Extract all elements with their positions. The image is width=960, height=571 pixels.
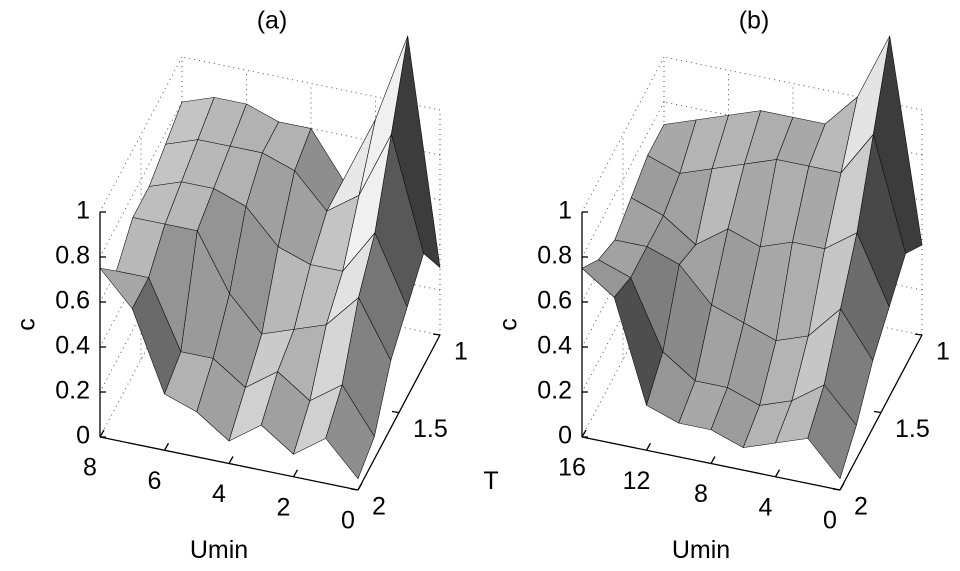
tick-mark bbox=[350, 488, 359, 491]
x-tick-label: 4 bbox=[759, 493, 773, 521]
panel-title: (a) bbox=[257, 7, 288, 35]
tick-mark bbox=[228, 456, 234, 464]
tick-mark bbox=[710, 456, 716, 464]
z-tick-label: 0.2 bbox=[537, 377, 572, 405]
tick-mark bbox=[645, 442, 652, 451]
z-tick-label: 0.6 bbox=[55, 287, 90, 315]
x-tick-label: 2 bbox=[277, 493, 291, 521]
z-tick-label: 0 bbox=[558, 422, 572, 450]
z-axis-label: c bbox=[13, 318, 41, 331]
x-tick-label: 8 bbox=[694, 480, 708, 508]
x-tick-label: 4 bbox=[212, 480, 226, 508]
z-tick-label: 1 bbox=[558, 197, 572, 225]
x-axis-label: Umin bbox=[672, 536, 730, 564]
surface-patch bbox=[807, 384, 857, 480]
z-tick-label: 1 bbox=[76, 197, 90, 225]
x-tick-label: 6 bbox=[148, 467, 162, 495]
x-tick-label: 0 bbox=[341, 507, 355, 535]
y-tick-label: 1 bbox=[454, 338, 468, 366]
x-axis-label: Umin bbox=[190, 536, 248, 564]
tick-mark bbox=[163, 442, 170, 451]
x-tick-label: 0 bbox=[823, 507, 837, 535]
z-tick-label: 0.8 bbox=[55, 242, 90, 270]
tick-mark bbox=[832, 488, 841, 491]
tick-mark bbox=[873, 410, 882, 414]
tick-mark bbox=[839, 482, 845, 491]
y-tick-label: 2 bbox=[372, 493, 386, 521]
z-tick-label: 0.6 bbox=[537, 287, 572, 315]
tick-mark bbox=[99, 429, 105, 438]
tick-mark bbox=[432, 333, 441, 336]
tick-mark bbox=[292, 469, 299, 478]
z-tick-label: 0.8 bbox=[537, 242, 572, 270]
tick-mark bbox=[581, 429, 587, 438]
x-tick-label: 16 bbox=[558, 454, 586, 482]
surface-patch bbox=[325, 384, 375, 480]
tick-mark bbox=[391, 410, 400, 414]
y-tick-label: 1 bbox=[936, 338, 950, 366]
x-tick-label: 12 bbox=[623, 467, 651, 495]
z-tick-label: 0.2 bbox=[55, 377, 90, 405]
z-tick-label: 0.4 bbox=[537, 332, 572, 360]
y-tick-label: 2 bbox=[854, 493, 868, 521]
tick-mark bbox=[774, 469, 781, 478]
y-tick-label: 1.5 bbox=[895, 415, 930, 443]
tick-mark bbox=[357, 482, 363, 491]
z-tick-label: 0 bbox=[76, 422, 90, 450]
z-axis-label: c bbox=[495, 318, 523, 331]
z-tick-label: 0.4 bbox=[55, 332, 90, 360]
y-tick-label: 1.5 bbox=[413, 415, 448, 443]
x-tick-label: 8 bbox=[83, 454, 97, 482]
y-axis-label: T bbox=[483, 467, 498, 495]
tick-mark bbox=[914, 333, 923, 336]
panel-title: (b) bbox=[739, 7, 770, 35]
